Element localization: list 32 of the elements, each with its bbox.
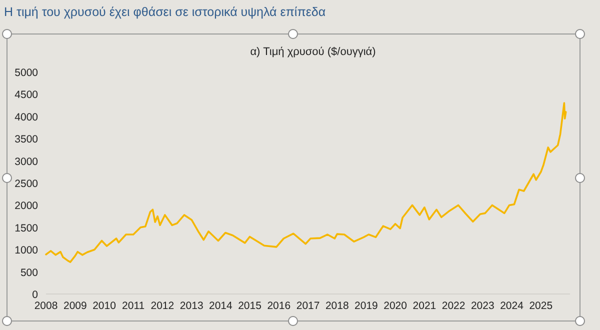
x-tick-label: 2021 bbox=[412, 300, 436, 312]
x-tick-label: 2024 bbox=[500, 300, 524, 312]
x-tick-label: 2022 bbox=[442, 300, 466, 312]
y-tick-label: 0 bbox=[32, 289, 38, 301]
x-tick-label: 2010 bbox=[92, 300, 116, 312]
x-tick-label: 2013 bbox=[180, 300, 204, 312]
x-tick-label: 2015 bbox=[238, 300, 262, 312]
x-tick-label: 2009 bbox=[63, 300, 88, 312]
x-tick-label: 2008 bbox=[34, 300, 58, 312]
chart-title: α) Τιμή χρυσού ($/ουγγιά) bbox=[250, 46, 376, 58]
x-tick-label: 2023 bbox=[470, 300, 494, 312]
y-tick-label: 2000 bbox=[14, 200, 38, 212]
x-tick-label: 2025 bbox=[529, 300, 553, 312]
y-tick-label: 2500 bbox=[14, 178, 38, 190]
y-tick-label: 4000 bbox=[14, 111, 38, 124]
y-tick-label: 3500 bbox=[14, 134, 38, 146]
y-tick-label: 500 bbox=[20, 266, 38, 279]
x-tick-label: 2014 bbox=[209, 300, 233, 312]
x-tick-label: 2020 bbox=[384, 300, 408, 312]
x-tick-label: 2011 bbox=[122, 300, 145, 312]
y-tick-label: 3000 bbox=[14, 156, 38, 168]
y-tick-label: 1500 bbox=[14, 222, 38, 234]
y-tick-label: 5000 bbox=[14, 67, 38, 79]
text: Η τιμή του χρυσού έχει φθάσει σε ιστορικά υψηλά επίπεδα bbox=[4, 5, 326, 19]
y-tick-label: 4500 bbox=[14, 89, 38, 102]
x-tick-label: 2017 bbox=[296, 300, 320, 312]
x-tick-label: 2018 bbox=[325, 300, 349, 312]
y-tick-label: 1000 bbox=[14, 244, 38, 257]
line-series bbox=[45, 102, 567, 263]
x-tick-label: 2019 bbox=[354, 300, 378, 312]
x-tick-label: 2012 bbox=[150, 300, 174, 312]
x-tick-label: 2016 bbox=[267, 300, 291, 312]
